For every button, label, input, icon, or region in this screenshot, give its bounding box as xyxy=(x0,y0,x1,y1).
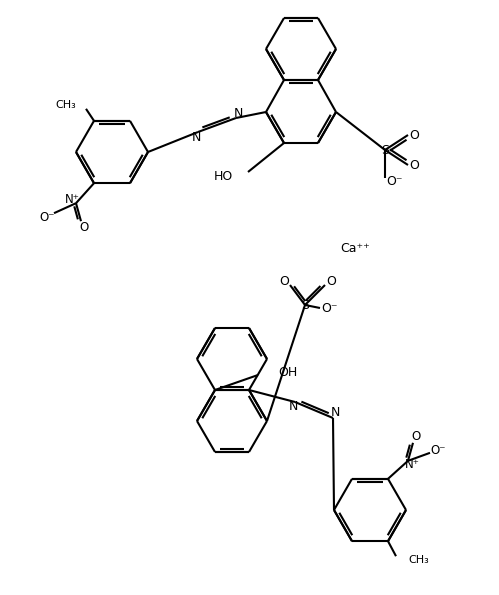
Text: O: O xyxy=(411,430,421,443)
Text: O: O xyxy=(326,274,336,287)
Text: O: O xyxy=(409,129,419,142)
Text: O⁻: O⁻ xyxy=(387,174,403,187)
Text: S: S xyxy=(381,143,389,156)
Text: O: O xyxy=(279,274,289,287)
Text: S: S xyxy=(301,299,309,312)
Text: O⁻: O⁻ xyxy=(322,302,338,315)
Text: HO: HO xyxy=(214,170,233,183)
Text: OH: OH xyxy=(278,367,297,380)
Text: N: N xyxy=(288,400,298,414)
Text: CH₃: CH₃ xyxy=(408,555,429,565)
Text: N⁺: N⁺ xyxy=(64,193,79,206)
Text: N: N xyxy=(191,130,201,143)
Text: O: O xyxy=(79,221,89,234)
Text: N⁺: N⁺ xyxy=(405,458,420,471)
Text: O⁻: O⁻ xyxy=(39,211,55,224)
Text: N: N xyxy=(234,107,243,120)
Text: Ca⁺⁺: Ca⁺⁺ xyxy=(340,242,370,255)
Text: O: O xyxy=(409,158,419,171)
Text: O⁻: O⁻ xyxy=(430,444,446,458)
Text: CH₃: CH₃ xyxy=(55,100,76,110)
Text: N: N xyxy=(330,406,340,419)
